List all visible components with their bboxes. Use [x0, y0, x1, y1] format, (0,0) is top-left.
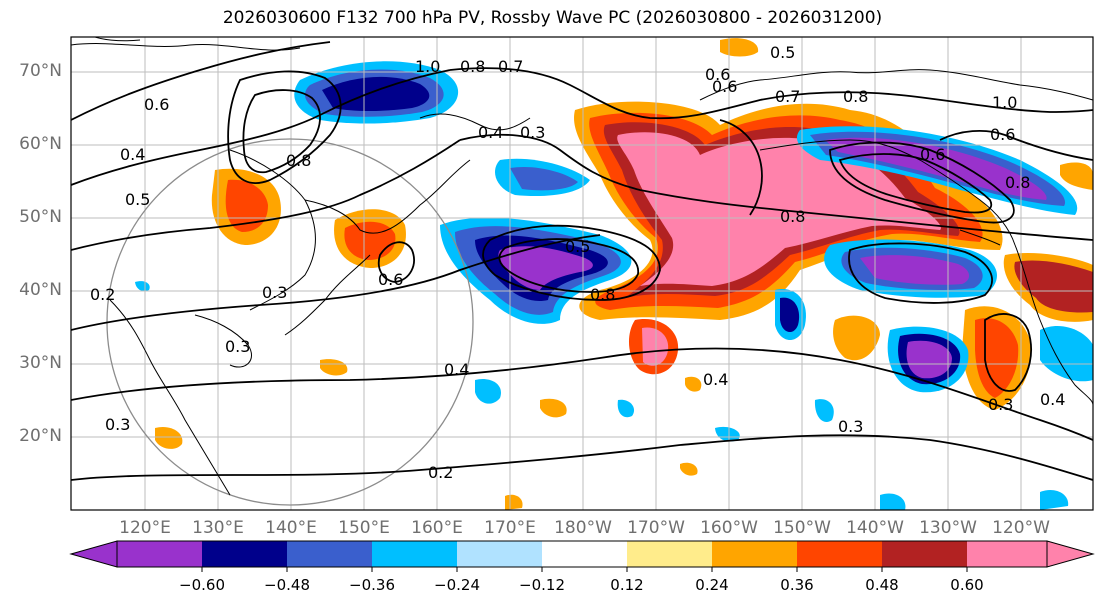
- contour-label: 0.4: [703, 370, 728, 389]
- contour-label: 1.0: [415, 57, 440, 76]
- colorbar-segment: [202, 541, 287, 567]
- contour-label: 0.3: [988, 395, 1013, 414]
- contour-label: 0.8: [286, 151, 311, 170]
- contour-label: 0.2: [428, 463, 453, 482]
- lat-label: 30°N: [19, 353, 62, 373]
- contour-label: 0.6: [705, 65, 730, 84]
- contour-label: 0.8: [780, 207, 805, 226]
- colorbar-segment: [967, 541, 1047, 567]
- contour-label: 0.4: [120, 145, 145, 164]
- lon-label: 140°W: [846, 518, 904, 538]
- lat-label: 70°N: [19, 61, 62, 81]
- map-border: [70, 36, 1094, 511]
- contour-label: 0.4: [444, 360, 469, 379]
- colorbar-tick-label: 0.48: [865, 576, 899, 594]
- colorbar-segment: [287, 541, 372, 567]
- map-plot-area: 1.0 0.8 0.7 0.6 0.5 0.4 0.3 0.8 0.6 0.5 …: [71, 37, 1093, 510]
- contour-label: 0.5: [770, 43, 795, 62]
- colorbar-tick-label: 0.24: [695, 576, 729, 594]
- contour-label: 0.4: [478, 123, 503, 142]
- colorbar-tick-label: −0.36: [349, 576, 395, 594]
- colorbar-segment: [712, 541, 797, 567]
- lat-label: 20°N: [19, 426, 62, 446]
- colorbar-extend-high: [1046, 540, 1095, 568]
- colorbar-segment: [542, 541, 627, 567]
- contour-label: 0.3: [225, 337, 250, 356]
- lat-label: 40°N: [19, 280, 62, 300]
- contour-label: 0.3: [838, 417, 863, 436]
- colorbar-tick-label: −0.60: [179, 576, 225, 594]
- colorbar-tick-label: 0.60: [950, 576, 984, 594]
- lon-label: 150°E: [338, 518, 390, 538]
- contour-label: 0.6: [712, 77, 737, 96]
- colorbar-segment: [117, 541, 202, 567]
- contour-labels: 1.0 0.8 0.7 0.6 0.5 0.4 0.3 0.8 0.6 0.5 …: [90, 43, 1065, 482]
- contour-label: 0.6: [920, 145, 945, 164]
- coastlines: [71, 37, 1093, 496]
- colorbar-segment: [882, 541, 967, 567]
- contour-label: 0.6: [990, 125, 1015, 144]
- contour-label: 0.3: [262, 283, 287, 302]
- colorbar-tick-label: −0.24: [434, 576, 480, 594]
- lon-label: 120°E: [119, 518, 171, 538]
- pv-contours: [71, 41, 1093, 481]
- contour-label: 0.5: [125, 190, 150, 209]
- colorbar-segment: [372, 541, 457, 567]
- contour-label: 0.6: [378, 270, 403, 289]
- lon-label: 140°E: [265, 518, 317, 538]
- lon-label: 180°W: [554, 518, 612, 538]
- colorbar-tick-label: −0.48: [264, 576, 310, 594]
- colorbar: [69, 540, 1095, 572]
- lon-label: 160°W: [700, 518, 758, 538]
- contour-label: 0.5: [565, 237, 590, 256]
- lon-label: 130°W: [919, 518, 977, 538]
- lon-label: 160°E: [411, 518, 463, 538]
- colorbar-segment: [627, 541, 712, 567]
- lon-label: 130°E: [192, 518, 244, 538]
- contour-label: 0.3: [520, 123, 545, 142]
- lon-label: 170°E: [484, 518, 536, 538]
- graticule: [71, 37, 1093, 510]
- colorbar-extend-low: [69, 540, 118, 568]
- colorbar-tick-label: 0.12: [610, 576, 644, 594]
- colorbar-tick-label: −0.12: [519, 576, 565, 594]
- contour-label: 1.0: [992, 93, 1017, 112]
- lon-label: 170°W: [627, 518, 685, 538]
- contour-label: 0.4: [1040, 390, 1065, 409]
- contour-label: 0.7: [498, 57, 523, 76]
- contour-label: 0.8: [1005, 173, 1030, 192]
- contour-label: 0.8: [843, 87, 868, 106]
- lat-label: 50°N: [19, 207, 62, 227]
- map-title: 2026030600 F132 700 hPa PV, Rossby Wave …: [222, 8, 883, 28]
- contour-label: 0.7: [775, 87, 800, 106]
- lon-label: 150°W: [773, 518, 831, 538]
- colorbar-segment: [797, 541, 882, 567]
- contour-label: 0.8: [460, 57, 485, 76]
- contour-label: 0.2: [90, 285, 115, 304]
- colorbar-tick-label: 0.36: [780, 576, 814, 594]
- contour-label: 0.3: [105, 415, 130, 434]
- colorbar-segment: [457, 541, 542, 567]
- contour-label: 0.8: [590, 285, 615, 304]
- contour-label: 0.6: [144, 95, 169, 114]
- lon-label: 120°W: [992, 518, 1050, 538]
- lat-label: 60°N: [19, 134, 62, 154]
